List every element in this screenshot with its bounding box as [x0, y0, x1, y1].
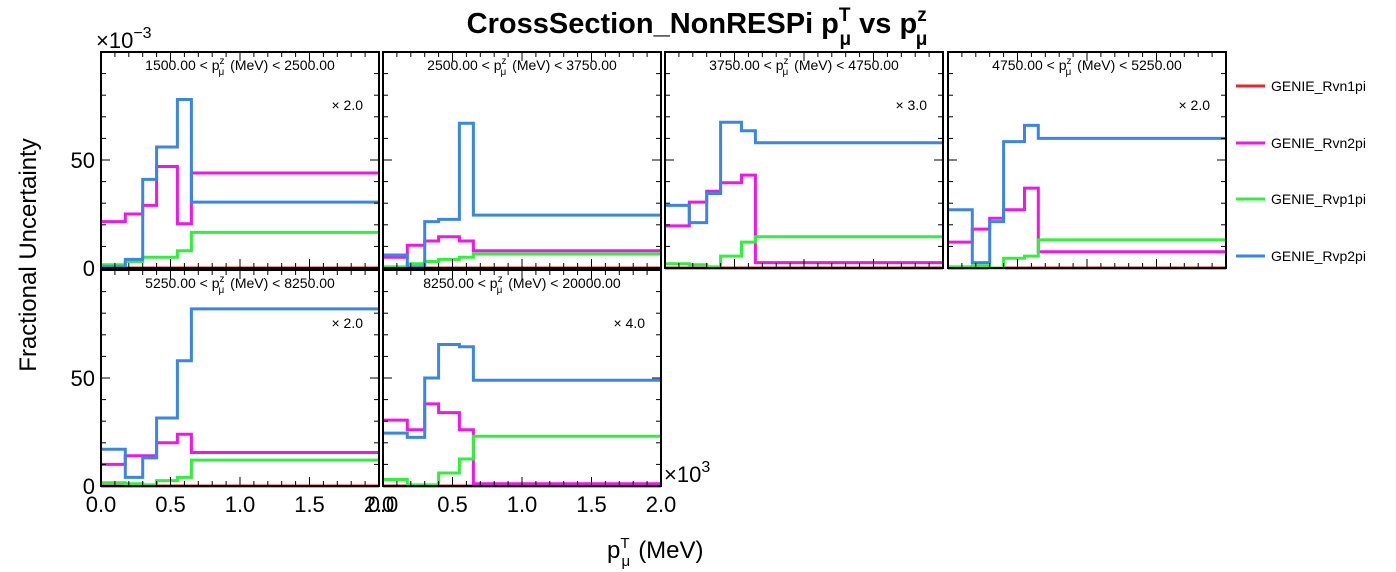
series-line-genie-rvp2pi: [665, 120, 943, 225]
y-axis-multiplier: ×10−3: [96, 25, 152, 53]
panel-bin-label: 4750.00 < pz μ (MeV) < 5250.00: [992, 56, 1182, 78]
series-line-genie-rvp2pi: [383, 121, 661, 269]
legend-item-genie-rvn1pi: GENIE_Rvn1pi: [1236, 78, 1366, 94]
panel-bin-label: 2500.00 < pz μ (MeV) < 3750.00: [427, 56, 617, 78]
panels-group: 1500.00 < pz μ (MeV) < 2500.00 × 2.0 0 50 250…: [71, 51, 1227, 517]
y-tick-label: 50: [71, 366, 95, 391]
series-line-genie-rvp2pi: [101, 98, 379, 269]
panel-bin-label: 8250.00 < pz μ (MeV) < 20000.00: [423, 274, 621, 296]
series-line-genie-rvn2pi: [383, 235, 661, 259]
legend-item-genie-rvp1pi: GENIE_Rvp1pi: [1236, 191, 1366, 207]
legend-label: GENIE_Rvp1pi: [1271, 191, 1366, 207]
legend-label: GENIE_Rvn1pi: [1271, 78, 1366, 94]
panel-scale-label: × 3.0: [895, 97, 927, 113]
series-line-genie-rvp2pi: [101, 307, 379, 479]
panel-4: 4750.00 < pz μ (MeV) < 5250.00 × 2.0: [947, 51, 1227, 270]
x-tick-label: 0.0: [368, 492, 399, 517]
series-line-genie-rvp2pi: [383, 343, 661, 439]
legend: GENIE_Rvn1pi GENIE_Rvn2pi GENIE_Rvp1pi GENI…: [1236, 78, 1366, 264]
y-axis-title: Fractional Uncertainty: [15, 138, 42, 371]
x-tick-label: 1.5: [294, 492, 325, 517]
panel-scale-label: × 2.0: [1178, 97, 1210, 113]
x-tick-label: 0.5: [437, 492, 468, 517]
panel-1: 1500.00 < pz μ (MeV) < 2500.00 × 2.0 0 50: [71, 51, 380, 281]
chart-title-text: CrossSection_NonRESPi: [467, 8, 813, 40]
panel-scale-label: × 2.0: [331, 315, 363, 331]
x-axis-title: pT μ (MeV): [607, 535, 704, 570]
x-tick-label: 1.5: [576, 492, 607, 517]
panel-2: 2500.00 < pz μ (MeV) < 3750.00: [382, 51, 662, 270]
chart-title: CrossSection_NonRESPi pT μ vs pz μ: [467, 5, 928, 50]
panel-5: 5250.00 < pz μ (MeV) < 8250.00 × 2.0 0 50 0.0…: [71, 269, 395, 517]
x-tick-label: 1.0: [225, 492, 256, 517]
panel-3: 3750.00 < pz μ (MeV) < 4750.00 × 3.0: [664, 51, 944, 270]
series-line-genie-rvn2pi: [101, 165, 379, 226]
legend-label: GENIE_Rvn2pi: [1271, 135, 1366, 151]
series-line-genie-rvp1pi: [665, 235, 943, 269]
y-tick-label: 0: [83, 474, 95, 499]
y-tick-label: 0: [83, 256, 95, 281]
panel-scale-label: × 2.0: [331, 97, 363, 113]
panel-bin-label: 5250.00 < pz μ (MeV) < 8250.00: [145, 274, 335, 296]
legend-item-genie-rvn2pi: GENIE_Rvn2pi: [1236, 135, 1366, 151]
panel-bin-label: 3750.00 < pz μ (MeV) < 4750.00: [709, 56, 899, 78]
y-tick-label: 50: [71, 148, 95, 173]
panel-bin-label: 1500.00 < pz μ (MeV) < 2500.00: [145, 56, 335, 78]
x-tick-label: 1.0: [507, 492, 538, 517]
x-tick-label: 2.0: [364, 492, 395, 517]
panel-scale-label: × 4.0: [613, 315, 645, 331]
legend-item-genie-rvp2pi: GENIE_Rvp2pi: [1236, 248, 1366, 264]
x-axis-multiplier: ×103: [664, 459, 710, 487]
legend-label: GENIE_Rvp2pi: [1271, 248, 1366, 264]
x-tick-label: 0.0: [86, 492, 117, 517]
series-line-genie-rvp1pi: [383, 434, 661, 487]
panel-6: 8250.00 < pz μ (MeV) < 20000.00 × 4.0 0.0 0.…: [368, 269, 677, 517]
series-line-genie-rvp2pi: [948, 123, 1226, 265]
x-tick-label: 0.5: [155, 492, 186, 517]
x-tick-label: 2.0: [646, 492, 677, 517]
